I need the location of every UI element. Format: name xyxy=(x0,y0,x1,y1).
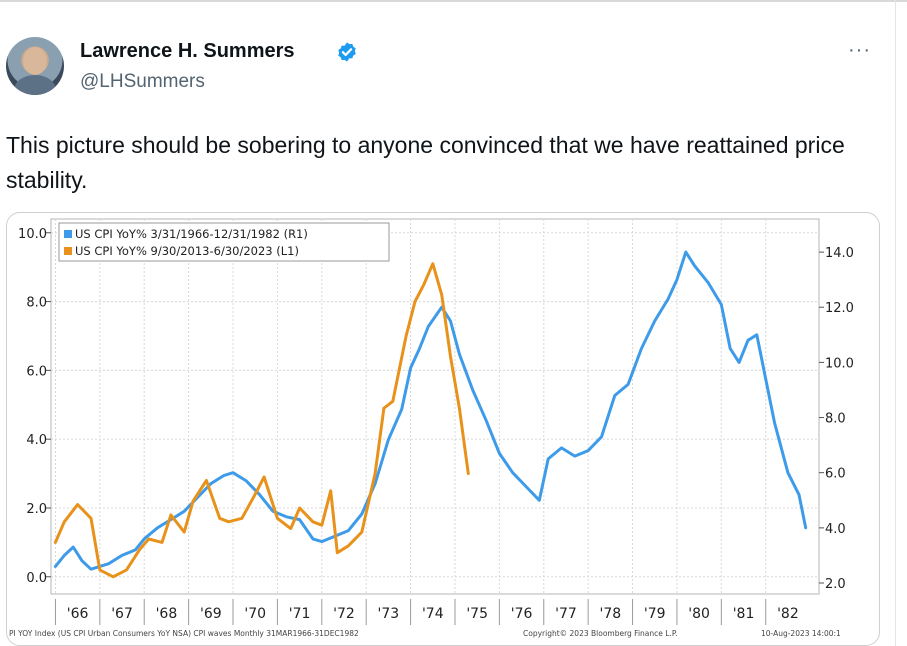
left-tick-label: 0.0 xyxy=(26,571,47,586)
chart-image[interactable]: '66 '67 '68 '69 '70 '71 '72 '73 '74 '75 '76 '77 '78 '… xyxy=(6,212,880,646)
top-divider xyxy=(0,0,907,2)
x-tick-label: '75 xyxy=(466,606,488,622)
x-tick-label: '79 xyxy=(644,606,666,622)
left-tick-label: 4.0 xyxy=(26,433,47,448)
x-tick-label: '73 xyxy=(378,606,400,622)
footer-copyright: Copyright© 2023 Bloomberg Finance L.P. xyxy=(523,629,678,638)
x-tick-label: '81 xyxy=(733,606,755,622)
series-line-2 xyxy=(53,262,470,579)
avatar[interactable] xyxy=(6,37,64,95)
x-tick-label: '71 xyxy=(289,606,311,622)
tweet-text: This picture should be sobering to anyon… xyxy=(6,132,845,193)
x-tick-label: '76 xyxy=(511,606,533,622)
right-tick-label: 4.0 xyxy=(825,522,846,537)
x-tick-label: '72 xyxy=(333,606,355,622)
right-tick-label: 8.0 xyxy=(825,412,846,427)
right-tick-label: 10.0 xyxy=(825,356,854,371)
left-tick-label: 8.0 xyxy=(26,296,47,311)
verified-badge-icon xyxy=(338,42,356,62)
more-options-icon[interactable]: ··· xyxy=(848,39,871,61)
author-name[interactable]: Lawrence H. Summers xyxy=(80,40,295,62)
x-tick-label: '66 xyxy=(67,606,89,622)
x-tick-label: '69 xyxy=(200,606,222,622)
footer-date: 10-Aug-2023 14:00:1 xyxy=(761,629,841,638)
right-tick-label: 2.0 xyxy=(825,577,846,592)
page-edge-divider xyxy=(895,0,896,646)
left-tick-label: 10.0 xyxy=(18,227,47,242)
legend-swatch xyxy=(64,230,72,238)
plot-area xyxy=(50,218,820,595)
right-tick-label: 12.0 xyxy=(825,301,854,316)
cpi-chart: '66 '67 '68 '69 '70 '71 '72 '73 '74 '75 '76 '77 '78 '… xyxy=(9,218,854,638)
legend-box xyxy=(58,222,390,262)
x-tick-label: '67 xyxy=(111,606,133,622)
footer-source: PI YOY Index (US CPI Urban Consumers YoY… xyxy=(9,629,359,638)
x-tick-label: '74 xyxy=(422,606,444,622)
legend-label: US CPI YoY% 3/31/1966-12/31/1982 (R1) xyxy=(75,227,308,241)
x-tick-label: '82 xyxy=(777,606,799,622)
x-tick-label: '70 xyxy=(244,606,266,622)
left-tick-label: 6.0 xyxy=(26,364,47,379)
author-handle[interactable]: @LHSummers xyxy=(80,71,205,92)
x-tick-label: '77 xyxy=(555,606,577,622)
legend-label: US CPI YoY% 9/30/2013-6/30/2023 (L1) xyxy=(75,244,299,258)
right-tick-label: 6.0 xyxy=(825,467,846,482)
left-tick-label: 2.0 xyxy=(26,502,47,517)
legend-swatch xyxy=(64,247,72,255)
x-tick-label: '78 xyxy=(600,606,622,622)
x-tick-label: '80 xyxy=(688,606,710,622)
x-tick-label: '68 xyxy=(156,606,178,622)
right-tick-label: 14.0 xyxy=(825,246,854,261)
